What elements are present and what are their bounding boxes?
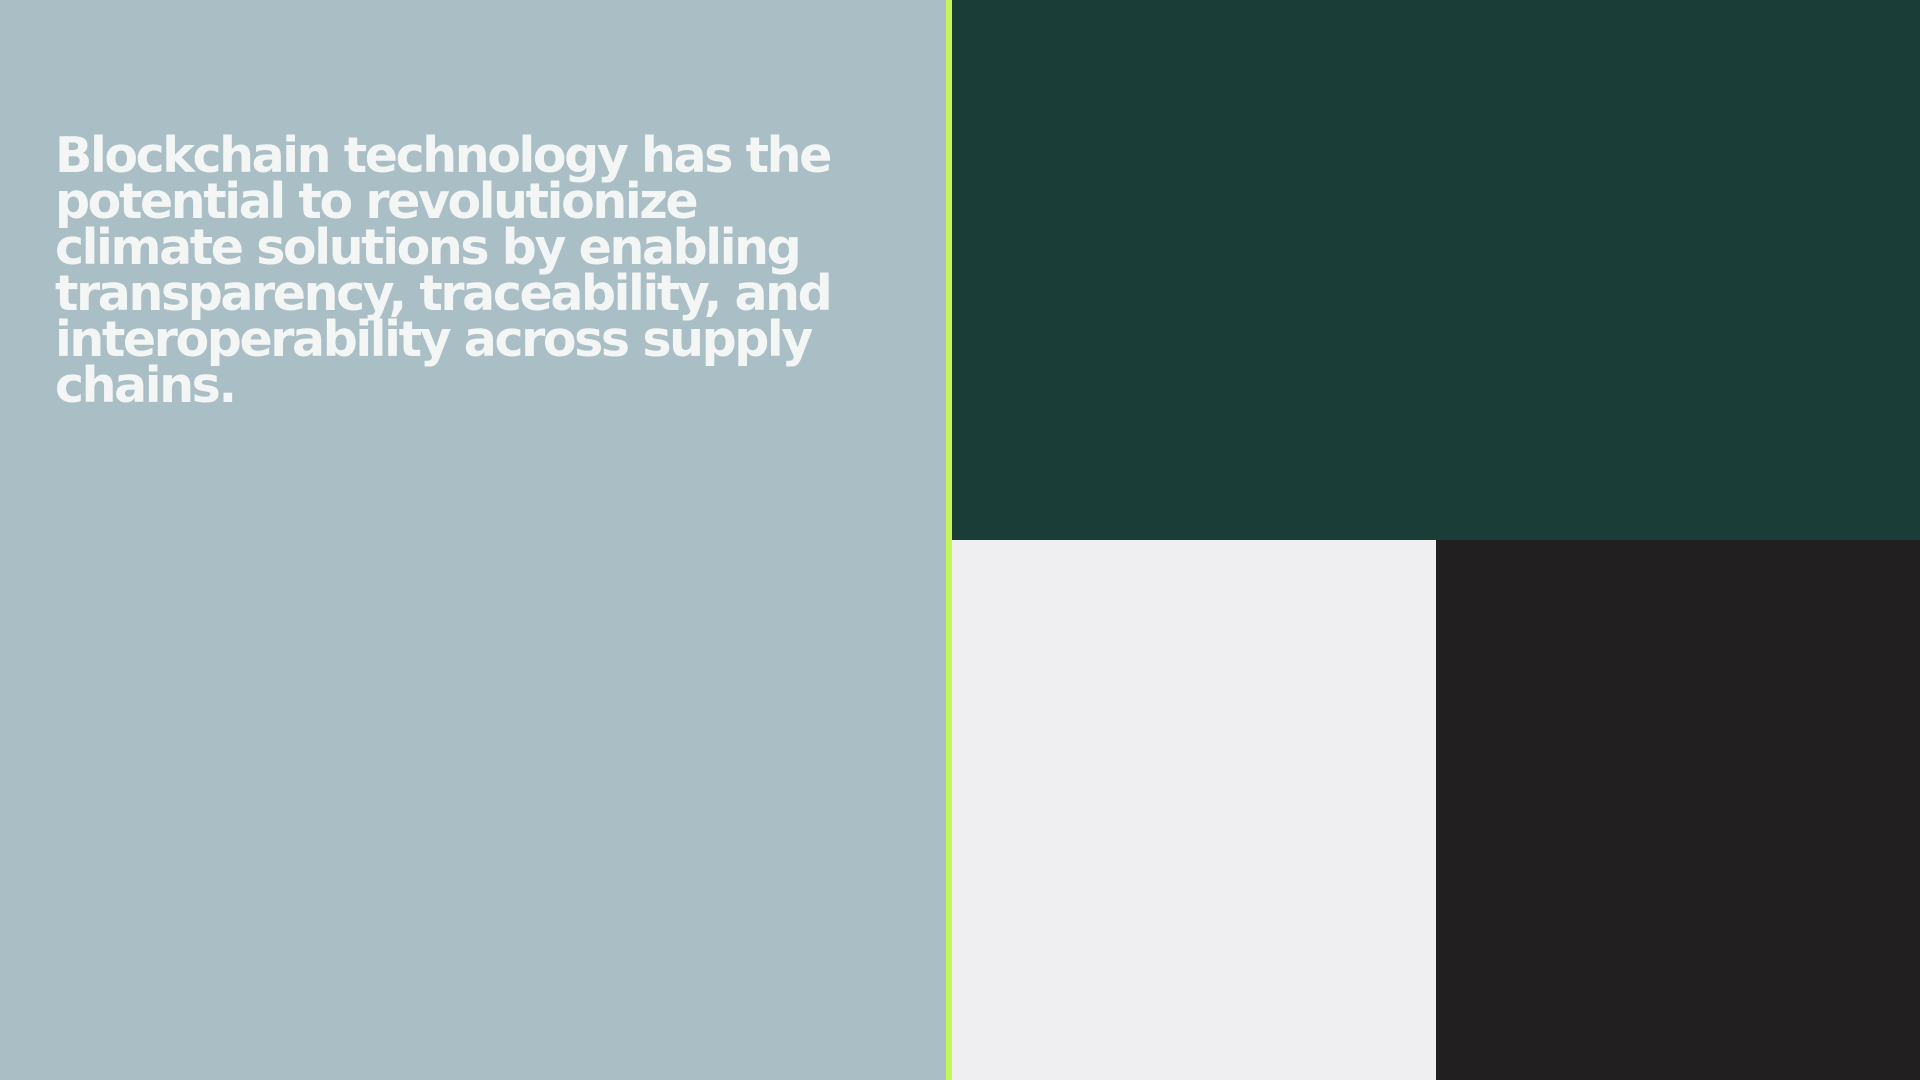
- left-text-panel: Blockchain technology has the potential …: [0, 0, 948, 1080]
- color-block-bottom-left: [952, 540, 1436, 1080]
- color-block-top: [952, 0, 1920, 540]
- headline-quote: Blockchain technology has the potential …: [55, 127, 833, 414]
- accent-divider: [946, 0, 952, 1080]
- color-block-bottom-right: [1436, 540, 1920, 1080]
